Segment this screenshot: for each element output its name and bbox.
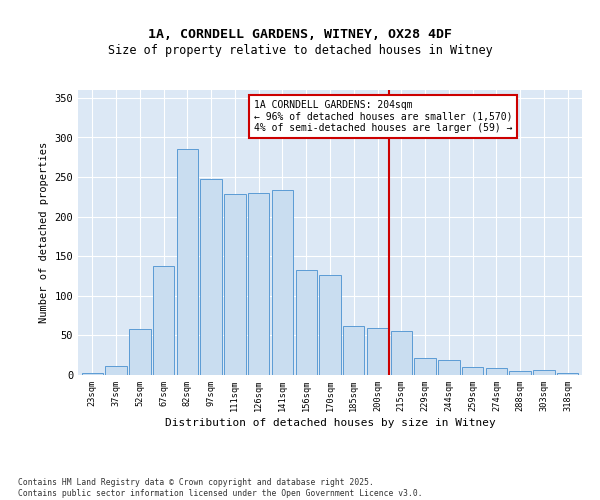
Text: 1A, CORNDELL GARDENS, WITNEY, OX28 4DF: 1A, CORNDELL GARDENS, WITNEY, OX28 4DF (148, 28, 452, 40)
Bar (486, 368, 507, 375)
Bar (176, 148, 198, 375)
Bar (106, 366, 127, 375)
Bar (391, 330, 412, 375)
Bar (415, 358, 436, 375)
Bar (509, 371, 531, 375)
Text: Contains HM Land Registry data © Crown copyright and database right 2025.
Contai: Contains HM Land Registry data © Crown c… (18, 478, 422, 498)
Bar (557, 374, 578, 375)
Bar (462, 367, 484, 375)
Bar (343, 326, 364, 375)
Text: Size of property relative to detached houses in Witney: Size of property relative to detached ho… (107, 44, 493, 57)
Bar (224, 194, 245, 375)
Bar (129, 329, 151, 375)
Bar (200, 180, 222, 375)
Bar (272, 190, 293, 375)
Bar (296, 270, 317, 375)
X-axis label: Distribution of detached houses by size in Witney: Distribution of detached houses by size … (164, 418, 496, 428)
Text: 1A CORNDELL GARDENS: 204sqm
← 96% of detached houses are smaller (1,570)
4% of s: 1A CORNDELL GARDENS: 204sqm ← 96% of det… (254, 100, 512, 132)
Bar (438, 360, 460, 375)
Bar (533, 370, 554, 375)
Bar (248, 193, 269, 375)
Bar (319, 275, 341, 375)
Y-axis label: Number of detached properties: Number of detached properties (39, 142, 49, 323)
Bar (82, 372, 103, 375)
Bar (153, 266, 174, 375)
Bar (367, 328, 388, 375)
